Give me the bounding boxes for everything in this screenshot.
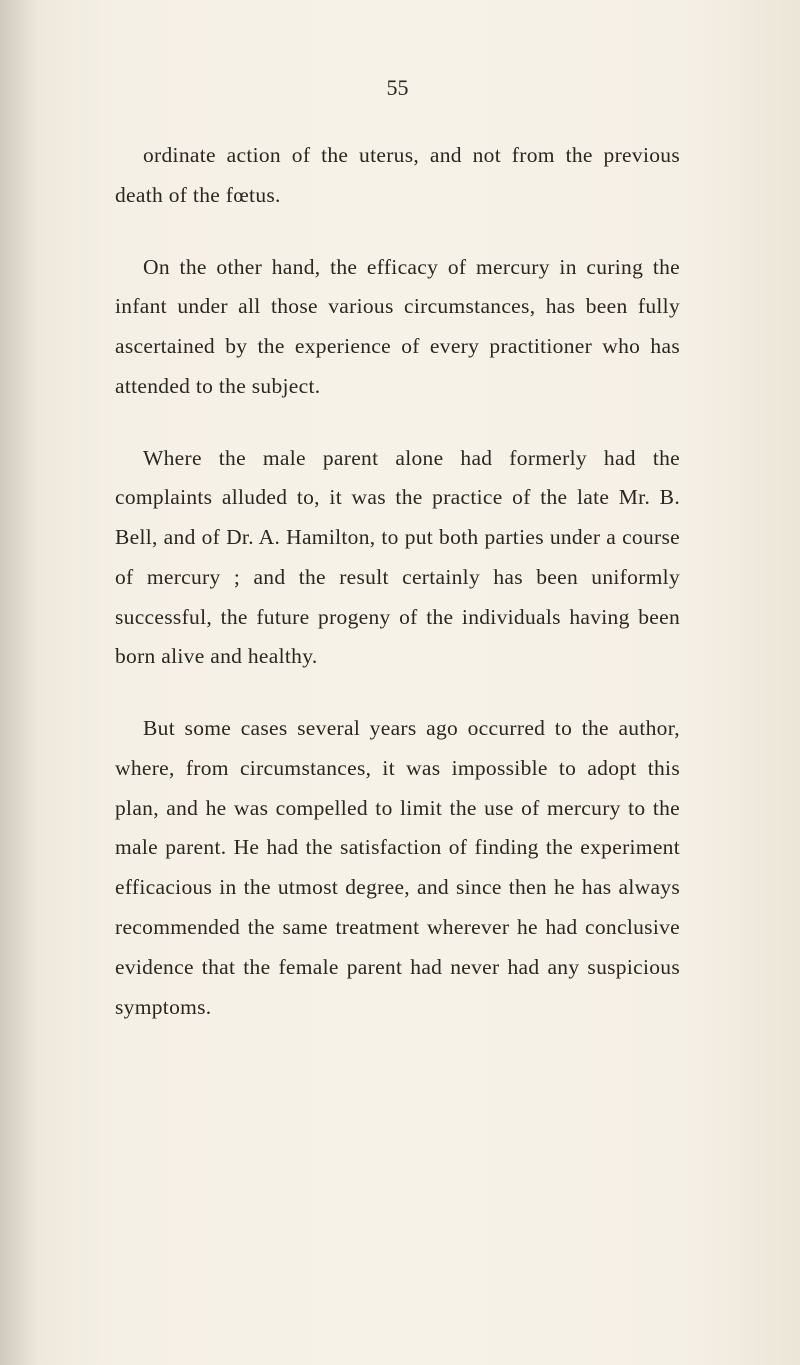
paragraph: ordinate action of the uterus, and not f… — [115, 136, 680, 216]
document-page: 55 ordinate action of the uterus, and no… — [0, 0, 800, 1365]
paragraph: On the other hand, the efficacy of mercu… — [115, 248, 680, 407]
paragraph: Where the male parent alone had formerly… — [115, 439, 680, 678]
page-number: 55 — [115, 75, 680, 101]
paragraph: But some cases several years ago occurre… — [115, 709, 680, 1027]
